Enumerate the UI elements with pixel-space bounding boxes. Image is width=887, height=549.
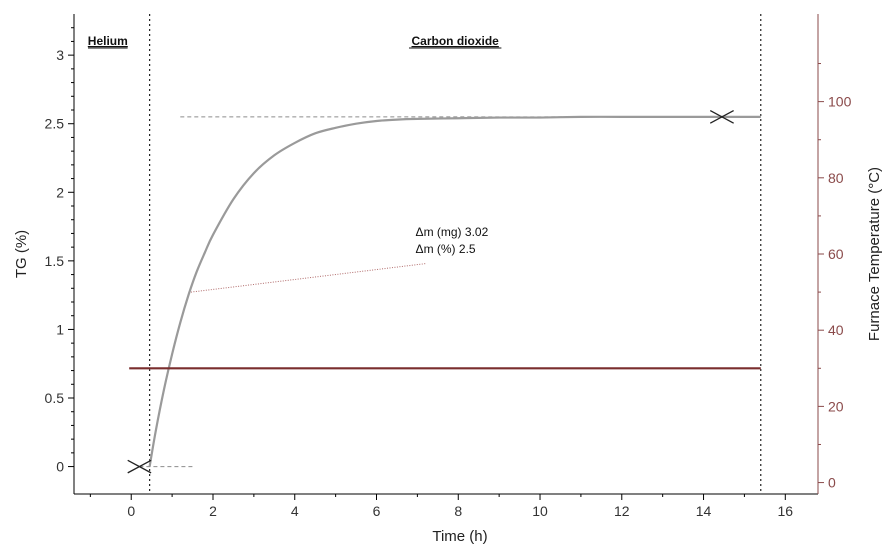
x-tick-label-4: 8 [454, 503, 462, 519]
y-tick-label-6: 3 [56, 47, 64, 63]
annotation-connector [188, 264, 425, 293]
y-tick-label-3: 1.5 [45, 253, 65, 269]
x-tick-label-7: 14 [696, 503, 712, 519]
y-axis-title: TG (%) [13, 230, 30, 278]
annotation-line-0: Δm (mg) 3.02 [416, 225, 489, 239]
y2-tick-label-3: 60 [828, 246, 844, 262]
x-tick-label-3: 6 [373, 503, 381, 519]
x-tick-label-2: 4 [291, 503, 299, 519]
y-tick-label-1: 0.5 [45, 390, 65, 406]
y-tick-label-2: 1 [56, 321, 64, 337]
y2-axis-title: Furnace Temperature (°C) [866, 167, 883, 341]
x-tick-label-5: 10 [532, 503, 548, 519]
y-tick-label-5: 2.5 [45, 116, 65, 132]
region-label-carbon-dioxide: Carbon dioxide [412, 34, 500, 48]
x-tick-label-1: 2 [209, 503, 217, 519]
series-layer [129, 117, 761, 467]
label-layer: Helium Carbon dioxide Δm (mg) 3.02 Δm (%) 2… [13, 34, 883, 544]
annotation-line-1: Δm (%) 2.5 [416, 242, 476, 256]
marker-layer [128, 111, 734, 473]
x-tick-label-0: 0 [127, 503, 135, 519]
y2-tick-label-5: 100 [828, 94, 852, 110]
y2-tick-label-4: 80 [828, 170, 844, 186]
y-tick-label-4: 2 [56, 184, 64, 200]
axes-layer: 0 2 4 6 8 10 12 14 16 0 0.5 1 1.5 2 2.5 3 0 20 40 60 80 100 [45, 14, 852, 519]
y2-tick-label-2: 40 [828, 322, 844, 338]
x-axis-title: Time (h) [432, 528, 487, 544]
y-tick-label-0: 0 [56, 459, 64, 475]
tg-series-line [150, 117, 761, 467]
guide-layer [139, 117, 722, 467]
region-label-helium: Helium [88, 34, 128, 48]
y2-tick-label-1: 20 [828, 398, 844, 414]
x-tick-label-6: 12 [614, 503, 630, 519]
y2-tick-label-0: 0 [828, 475, 836, 491]
x-tick-label-8: 16 [778, 503, 794, 519]
